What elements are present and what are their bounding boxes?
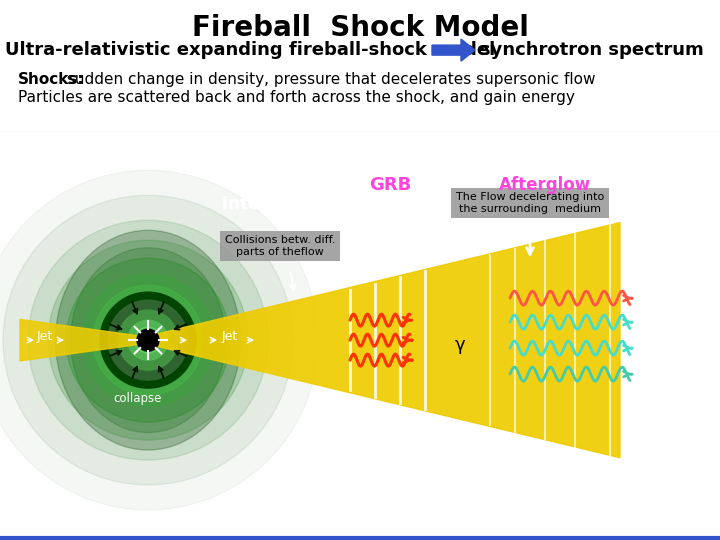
- Ellipse shape: [55, 230, 240, 450]
- Circle shape: [104, 296, 192, 384]
- Text: R: R: [688, 361, 703, 380]
- Circle shape: [118, 310, 178, 370]
- Ellipse shape: [71, 248, 225, 433]
- Polygon shape: [432, 39, 475, 61]
- Text: X: X: [688, 321, 703, 340]
- Circle shape: [137, 329, 159, 351]
- Text: γ: γ: [455, 336, 466, 354]
- Circle shape: [135, 327, 161, 353]
- Circle shape: [122, 314, 174, 366]
- Text: Particles are scattered back and forth across the shock, and gain energy: Particles are scattered back and forth a…: [18, 90, 575, 105]
- Text: Fireball  Shock Model: Fireball Shock Model: [192, 14, 528, 42]
- Circle shape: [3, 195, 293, 485]
- Text: synchrotron spectrum: synchrotron spectrum: [480, 41, 703, 59]
- Text: Ultra-relativistic expanding fireball-shock model: Ultra-relativistic expanding fireball-sh…: [5, 41, 495, 59]
- Text: sudden change in density, pressure that decelerates supersonic flow: sudden change in density, pressure that …: [62, 72, 595, 87]
- Text: O: O: [687, 341, 703, 360]
- Text: Jet: Jet: [222, 329, 238, 343]
- Circle shape: [113, 305, 183, 375]
- Circle shape: [128, 320, 168, 360]
- Text: Collisions betw. diff.
parts of theflow: Collisions betw. diff. parts of theflow: [225, 235, 336, 257]
- Circle shape: [100, 292, 196, 388]
- Polygon shape: [20, 320, 148, 361]
- Text: External  Shock: External Shock: [451, 145, 609, 163]
- Text: GRB: GRB: [369, 176, 411, 194]
- Text: Jet: Jet: [37, 329, 53, 343]
- Circle shape: [66, 258, 230, 422]
- Circle shape: [82, 274, 214, 406]
- Text: Internal Shock: Internal Shock: [222, 195, 358, 213]
- Text: The Flow decelerating into
the surrounding  medium: The Flow decelerating into the surroundi…: [456, 192, 604, 214]
- Polygon shape: [148, 222, 620, 458]
- Circle shape: [28, 220, 268, 460]
- Text: Afterglow: Afterglow: [499, 176, 591, 194]
- Circle shape: [93, 285, 203, 395]
- Circle shape: [48, 240, 248, 440]
- Text: collapse: collapse: [114, 392, 162, 404]
- Text: Shocks:: Shocks:: [18, 72, 85, 87]
- Circle shape: [108, 300, 188, 380]
